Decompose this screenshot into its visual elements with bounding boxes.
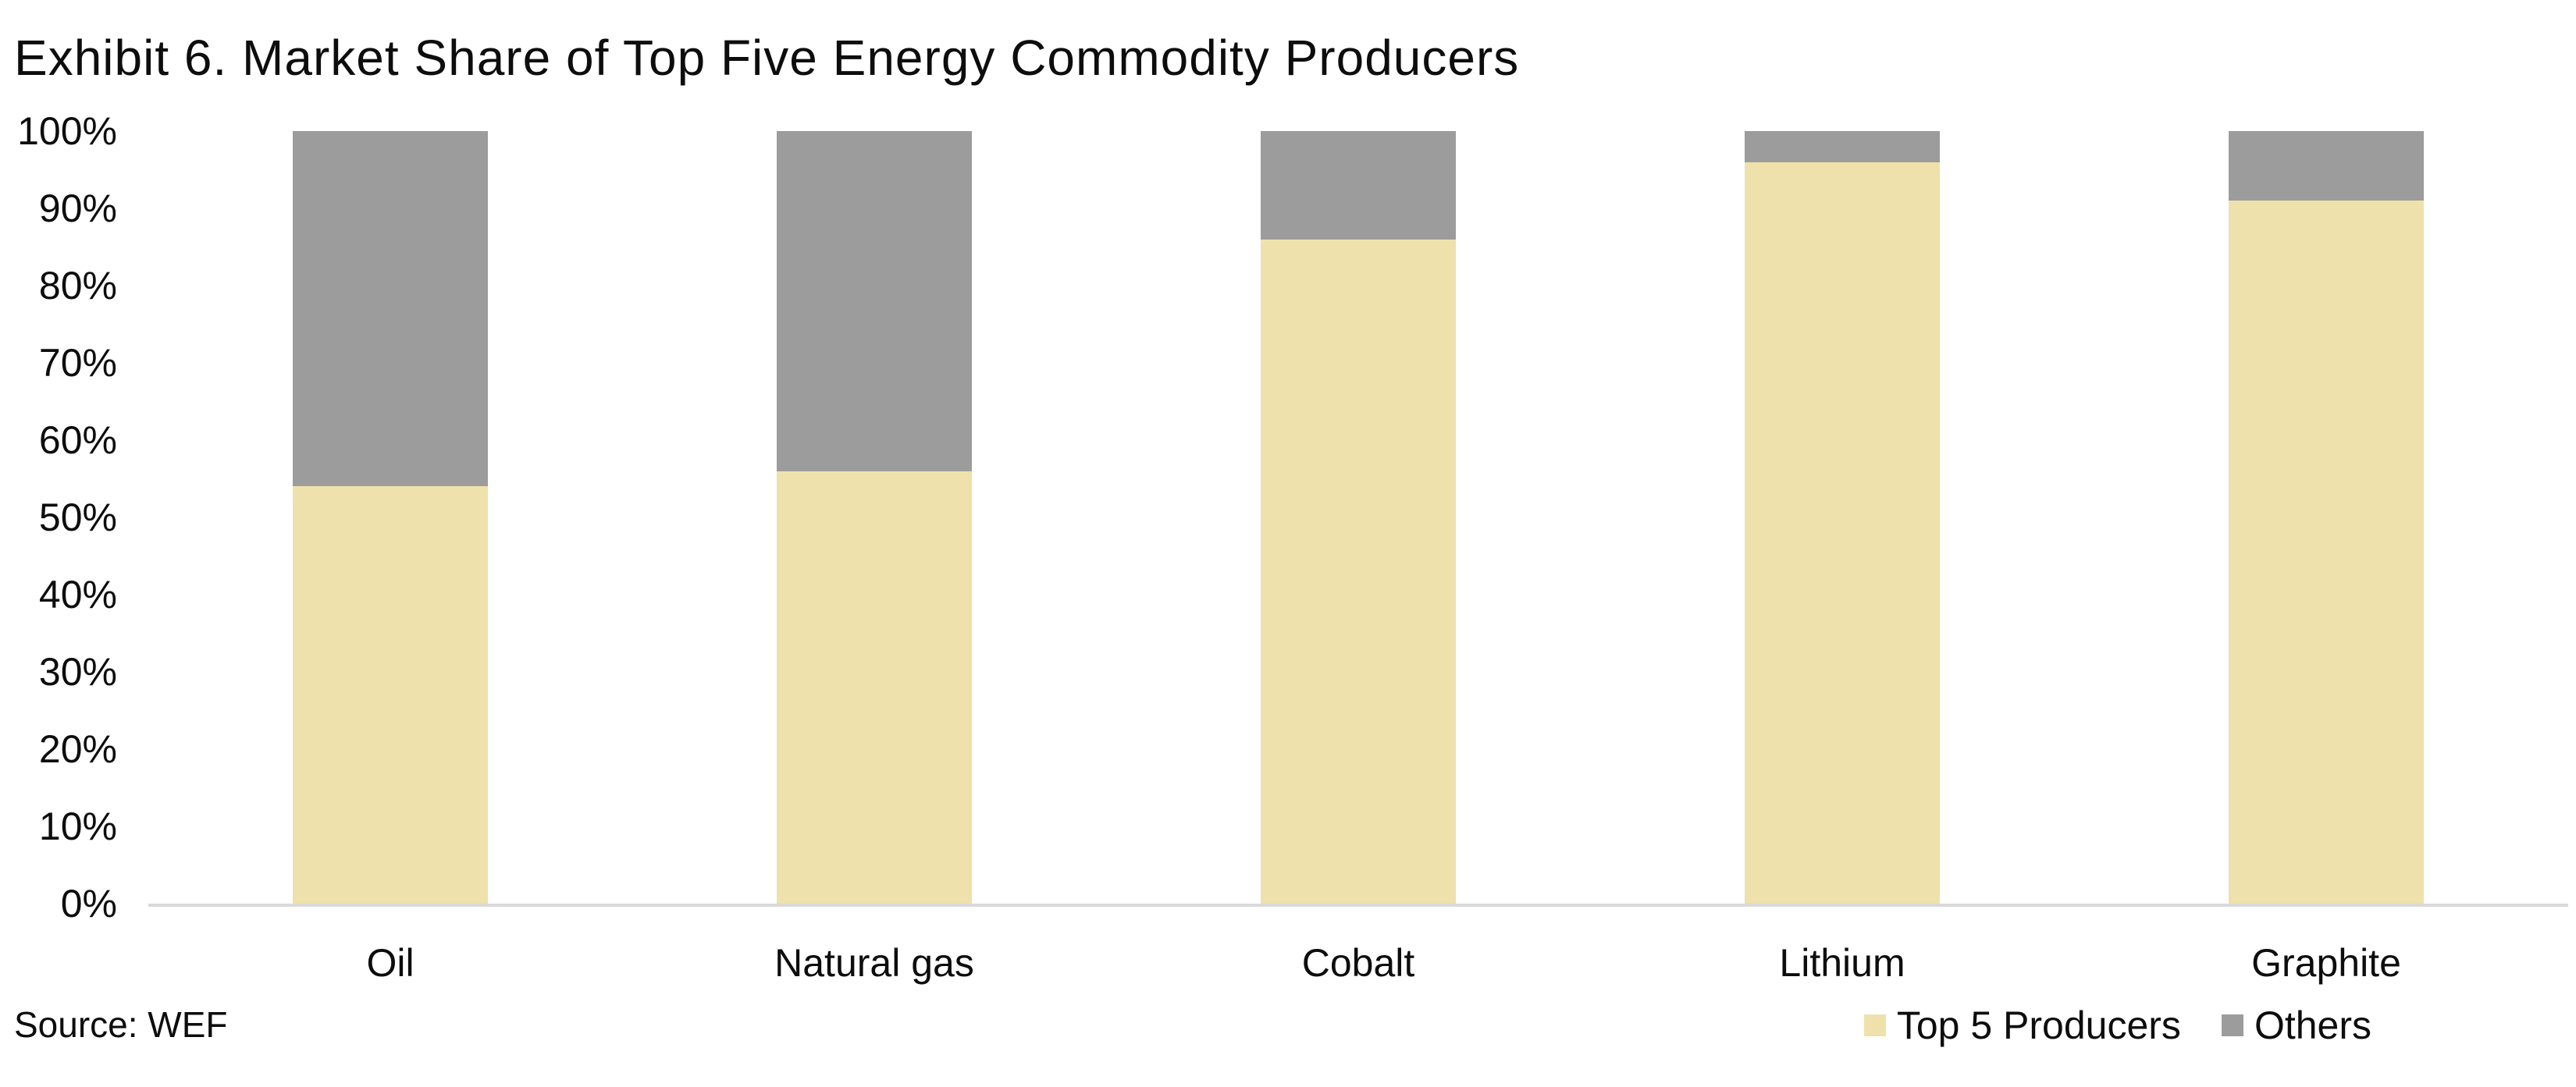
legend-item-top-5-producers: Top 5 Producers [1863, 1002, 2181, 1049]
x-category-label: Lithium [1779, 941, 1905, 985]
legend-label: Others [2254, 1004, 2371, 1047]
y-tick-label: 50% [38, 496, 117, 539]
bar-segment-top-5-producers [1261, 239, 1456, 904]
y-tick-label: 30% [38, 650, 117, 694]
bar-segment-top-5-producers [1745, 162, 1940, 904]
x-axis-labels: Oil Natural gas Cobalt Lithium Graphite [148, 940, 2568, 986]
bar-segment-top-5-producers [777, 471, 972, 904]
y-tick-label: 0% [60, 882, 117, 925]
bar-segment-others [293, 131, 488, 487]
bar-natural-gas [777, 131, 972, 904]
legend-swatch-icon [1863, 1014, 1886, 1036]
y-axis: 0% 10% 20% 30% 40% 50% 60% 70% 80% 90% 100% [0, 0, 123, 1087]
x-category-label: Graphite [2251, 941, 2401, 985]
category-slot-oil [148, 131, 632, 904]
category-slot-graphite [2084, 131, 2568, 904]
y-tick-label: 90% [38, 186, 117, 230]
bar-segment-top-5-producers [2229, 201, 2424, 904]
bar-lithium [1745, 131, 1940, 904]
bar-segment-others [1261, 131, 1456, 240]
source-note: Source: WEF [14, 1004, 228, 1045]
legend-swatch-icon [2221, 1014, 2243, 1036]
legend: Top 5 Producers Others [1863, 1002, 2371, 1049]
x-category-label: Natural gas [774, 941, 974, 985]
y-tick-label: 100% [17, 109, 117, 153]
x-category-label: Cobalt [1301, 941, 1415, 985]
y-tick-label: 70% [38, 341, 117, 385]
category-slot-natural-gas [632, 131, 1116, 904]
y-tick-label: 40% [38, 573, 117, 616]
bar-graphite [2229, 131, 2424, 904]
legend-item-others: Others [2221, 1002, 2371, 1049]
bar-segment-top-5-producers [293, 486, 488, 904]
y-tick-label: 10% [38, 805, 117, 848]
chart-title: Exhibit 6. Market Share of Top Five Ener… [14, 30, 1520, 86]
category-slot-cobalt [1116, 131, 1600, 904]
legend-label: Top 5 Producers [1896, 1004, 2181, 1047]
x-category-label: Oil [366, 941, 415, 985]
y-tick-label: 60% [38, 418, 117, 462]
bar-oil [293, 131, 488, 904]
bar-segment-others [2229, 131, 2424, 201]
x-axis-line [148, 904, 2568, 907]
bar-segment-others [1745, 131, 1940, 162]
y-tick-label: 20% [38, 727, 117, 771]
bar-segment-others [777, 131, 972, 471]
bar-cobalt [1261, 131, 1456, 904]
plot-area [148, 131, 2568, 904]
category-slot-lithium [1600, 131, 2084, 904]
y-tick-label: 80% [38, 264, 117, 307]
